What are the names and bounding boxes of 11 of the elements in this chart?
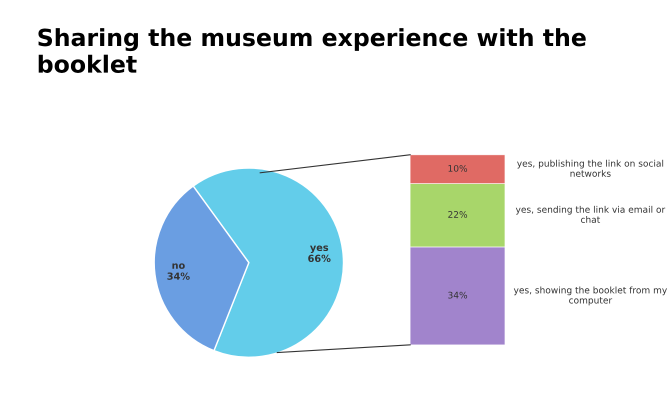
data-label: 66%	[308, 254, 331, 262]
data-label: 22%	[448, 211, 468, 218]
data-label: 34%	[167, 272, 190, 280]
series-label: yes, sending the link via email or chat	[516, 206, 666, 223]
chart-title: Sharing the museum experience with the booklet	[38, 28, 586, 73]
data-label: 10%	[448, 164, 468, 172]
slice-label: yes	[310, 245, 328, 254]
slice-label: no	[172, 263, 185, 269]
data-label: 34%	[448, 292, 468, 299]
series-label: yes, publishing the link on social networks	[517, 160, 664, 177]
series-label: yes, showing the booklet from my computer	[514, 286, 667, 306]
